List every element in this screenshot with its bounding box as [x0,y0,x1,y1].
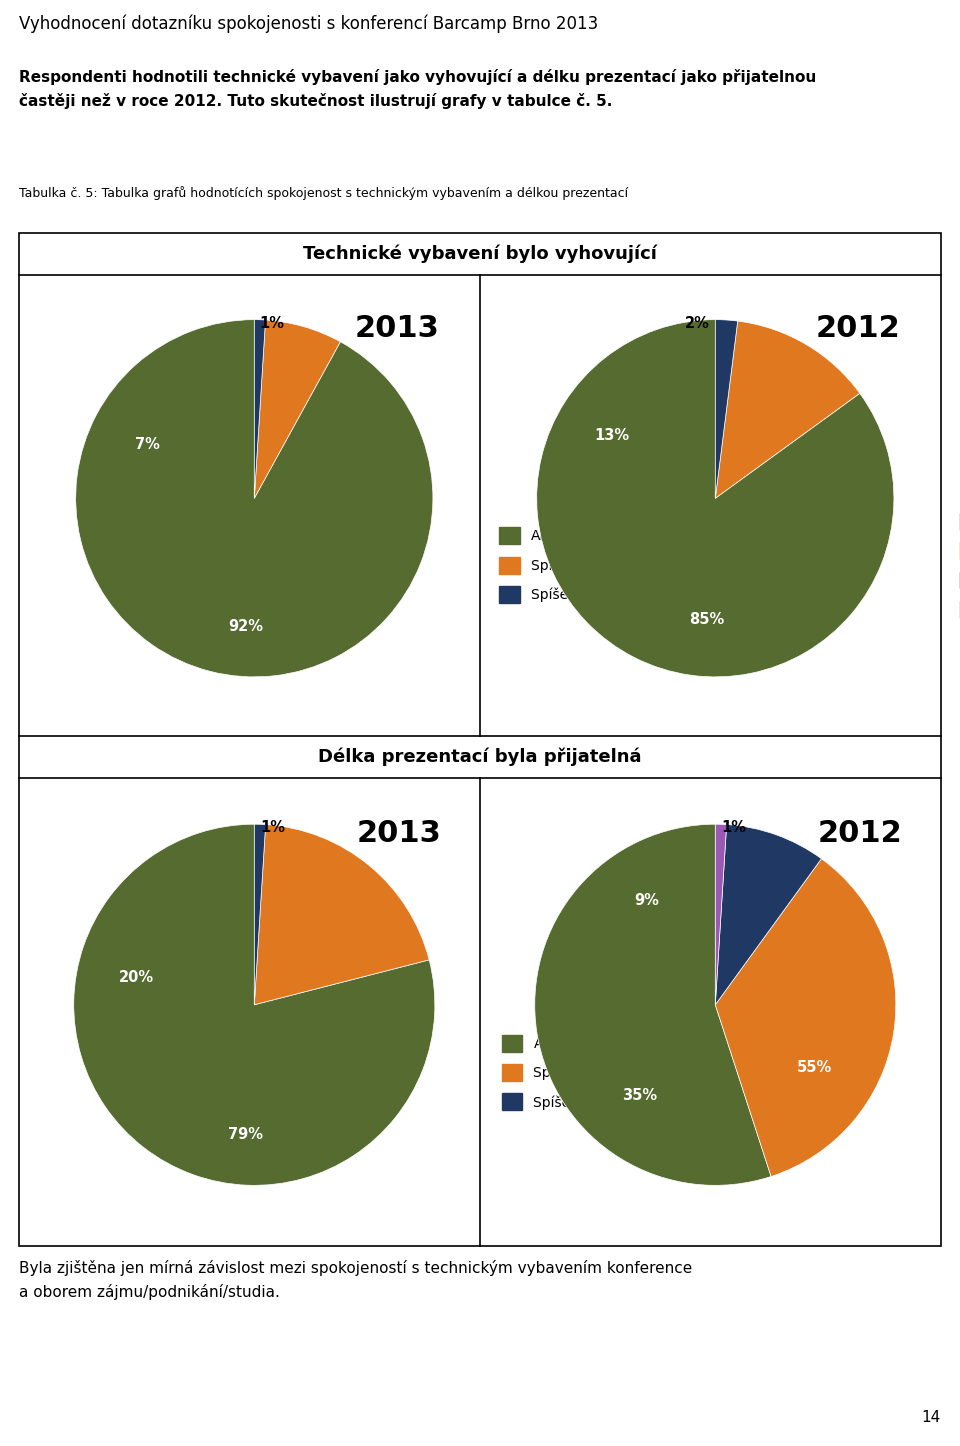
Wedge shape [715,320,737,499]
Text: 2%: 2% [685,315,709,331]
Text: 13%: 13% [594,428,629,444]
Text: 14: 14 [922,1410,941,1424]
Wedge shape [254,824,429,1005]
Text: 2013: 2013 [355,314,440,343]
Text: 2013: 2013 [356,818,442,847]
Text: 85%: 85% [688,612,724,628]
Text: 2012: 2012 [817,818,902,847]
Wedge shape [74,824,435,1186]
Wedge shape [715,859,896,1177]
Wedge shape [715,824,822,1005]
Wedge shape [76,320,433,677]
Wedge shape [537,320,894,677]
Text: 9%: 9% [635,892,660,908]
Text: Vyhodnocení dotazníku spokojenosti s konferencí Barcamp Brno 2013: Vyhodnocení dotazníku spokojenosti s kon… [19,14,598,33]
Text: Respondenti hodnotili technické vybavení jako vyhovující a délku prezentací jako: Respondenti hodnotili technické vybavení… [19,69,816,108]
Text: 1%: 1% [260,820,285,836]
Text: 92%: 92% [228,619,263,635]
Text: 55%: 55% [797,1060,832,1076]
Wedge shape [715,321,860,499]
Bar [19,233,941,1246]
Wedge shape [715,824,727,1005]
Wedge shape [254,320,341,499]
Text: 1%: 1% [721,820,746,836]
Wedge shape [535,824,771,1186]
Text: 1%: 1% [259,315,285,331]
Text: 35%: 35% [622,1087,657,1102]
Text: 20%: 20% [119,970,155,985]
Wedge shape [254,320,266,499]
Text: 7%: 7% [134,437,159,453]
Legend: Ano, Spíše ano, Spíše ne: Ano, Spíše ano, Spíše ne [493,522,604,609]
Text: Délka prezentací byla přijatelná: Délka prezentací byla přijatelná [319,748,641,766]
Legend: Ano, Spíše ano, Spíše ne, Ne: Ano, Spíše ano, Spíše ne, Ne [957,1014,960,1131]
Text: Technické vybavení bylo vyhovující: Technické vybavení bylo vyhovující [303,244,657,263]
Text: 79%: 79% [228,1128,263,1142]
Legend: Ano, Spíše ano, Spíše ne: Ano, Spíše ano, Spíše ne [496,1030,607,1116]
Wedge shape [254,824,266,1005]
Text: Tabulka č. 5: Tabulka grafů hodnotících spokojenost s technickým vybavením a dél: Tabulka č. 5: Tabulka grafů hodnotících … [19,187,629,200]
Text: Byla zjištěna jen mírná závislost mezi spokojeností s technickým vybavením konfe: Byla zjištěna jen mírná závislost mezi s… [19,1261,692,1300]
Text: 2012: 2012 [816,314,900,343]
Legend: Ano, Spíše ano, Spíše ne, Ne: Ano, Spíše ano, Spíše ne, Ne [954,508,960,623]
